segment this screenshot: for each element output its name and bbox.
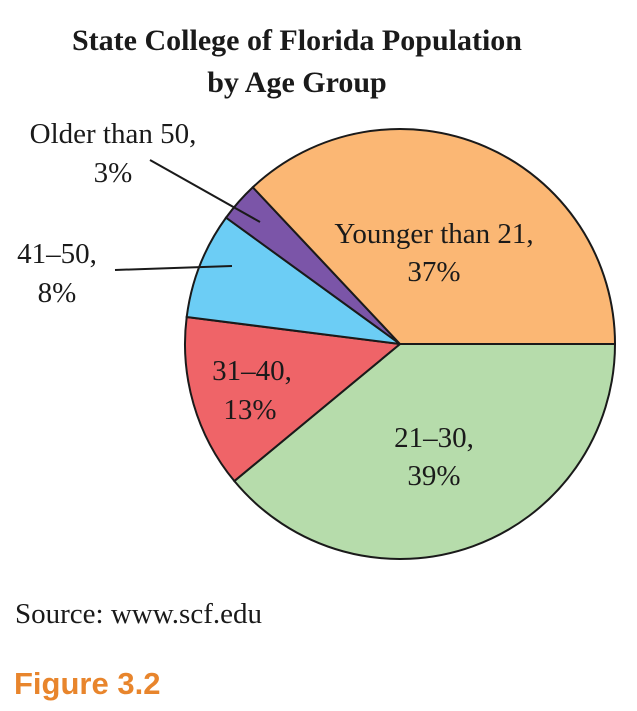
- slice-label-41-50: 41–50,: [17, 238, 97, 270]
- figure-label: Figure 3.2: [14, 666, 160, 701]
- pie-slice-younger-than-21: [251, 128, 617, 345]
- slice-label-31-40: 31–40,: [212, 355, 292, 387]
- chart-title-line-1: State College of Florida Population: [72, 24, 522, 57]
- pie-slice-21-30: [232, 343, 617, 560]
- slice-label-21-30: 21–30,: [394, 422, 474, 454]
- pie-slice-31-40: [184, 315, 403, 483]
- slice-value-31-40: 13%: [223, 394, 276, 426]
- slice-value-younger-than-21: 37%: [407, 256, 460, 288]
- pie-slices: [184, 128, 617, 560]
- slice-value-older-than-50: 3%: [94, 157, 133, 189]
- slice-label-younger-than-21: Younger than 21,: [334, 218, 533, 250]
- pie-slice-41-50: [185, 216, 401, 345]
- slice-value-41-50: 8%: [38, 277, 77, 309]
- source-note: Source: www.scf.edu: [15, 598, 262, 630]
- chart-title-line-2: by Age Group: [207, 66, 387, 99]
- leader-line-older-than-50: [149, 159, 261, 223]
- slice-value-21-30: 39%: [407, 460, 460, 492]
- leader-line-41-50: [114, 265, 233, 271]
- slice-label-older-than-50: Older than 50,: [30, 118, 197, 150]
